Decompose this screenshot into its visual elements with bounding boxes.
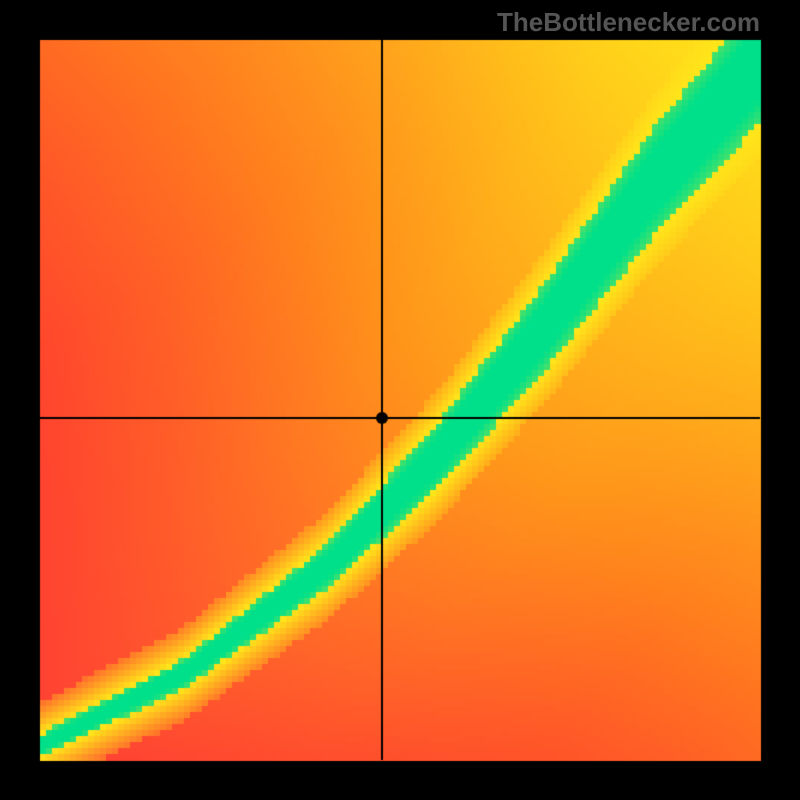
chart-container: TheBottlenecker.com — [0, 0, 800, 800]
bottleneck-heatmap-canvas — [0, 0, 800, 800]
